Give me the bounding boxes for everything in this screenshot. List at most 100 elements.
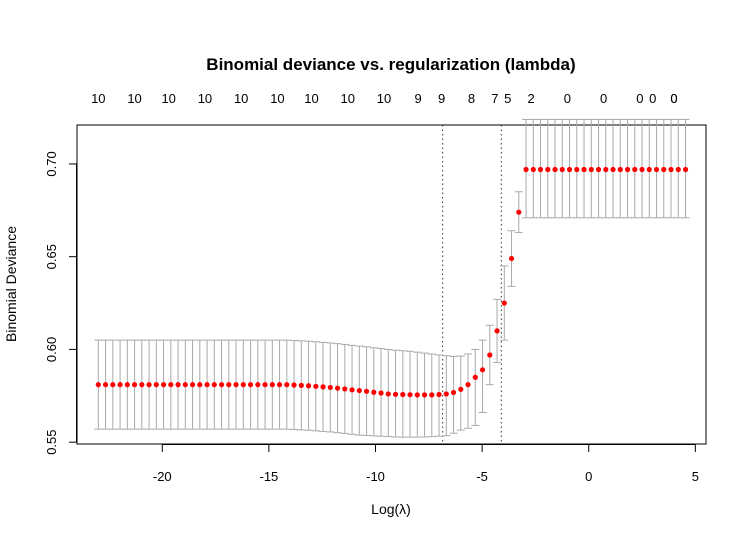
top-axis-label: 10: [377, 91, 391, 106]
top-axis-label: 0: [670, 91, 677, 106]
data-point: [566, 166, 573, 173]
top-axis-label: 10: [91, 91, 105, 106]
data-point: [189, 382, 196, 388]
data-point: [639, 166, 645, 173]
data-point: [305, 383, 312, 389]
x-axis-label: Log(λ): [371, 501, 411, 517]
data-point: [131, 382, 138, 388]
top-axis-label: 10: [161, 91, 175, 106]
data-point: [632, 166, 638, 173]
data-point: [624, 166, 631, 173]
data-point: [610, 166, 616, 173]
top-axis-label: 5: [504, 91, 511, 106]
data-points: [95, 166, 689, 398]
data-point: [276, 382, 283, 388]
data-point: [247, 382, 254, 388]
data-point: [530, 166, 536, 173]
data-point: [603, 166, 609, 173]
y-axis-label: Binomial Deviance: [3, 226, 19, 342]
data-point: [385, 391, 391, 397]
data-point: [392, 391, 399, 397]
data-point: [334, 385, 341, 391]
top-axis-label: 9: [438, 91, 445, 106]
data-point: [436, 391, 442, 398]
data-point: [197, 382, 203, 388]
x-tick-label: -20: [153, 469, 172, 484]
data-point: [588, 166, 594, 173]
data-point: [421, 392, 428, 398]
top-axis-label: 7: [491, 91, 498, 106]
data-point: [102, 382, 109, 388]
plot-frame: [76, 124, 707, 445]
data-point: [479, 367, 486, 373]
data-point: [327, 384, 333, 391]
data-point: [211, 382, 217, 388]
data-point: [240, 382, 246, 388]
x-tick-label: -5: [476, 469, 488, 484]
data-point: [675, 166, 681, 173]
top-axis-label: 10: [198, 91, 212, 106]
data-point: [291, 382, 297, 388]
data-point: [168, 382, 174, 388]
data-point: [320, 384, 326, 390]
data-point: [617, 166, 623, 173]
top-axis-label: 9: [415, 91, 422, 106]
data-point: [342, 386, 348, 392]
y-axis: 0.55 0.60 0.65 0.70: [44, 151, 77, 455]
data-point: [646, 166, 652, 173]
x-tick-label: -10: [366, 469, 385, 484]
data-point: [110, 382, 116, 388]
top-axis-label: 0: [600, 91, 607, 106]
data-point: [653, 166, 660, 173]
data-point: [465, 382, 471, 388]
data-point: [175, 382, 181, 388]
data-point: [349, 387, 355, 393]
data-point: [363, 388, 370, 394]
data-point: [269, 382, 275, 388]
data-point: [537, 166, 544, 173]
top-axis-label: 10: [234, 91, 248, 106]
data-point: [378, 390, 384, 396]
data-point: [508, 255, 515, 262]
data-point: [400, 391, 406, 398]
y-tick-label: 0.70: [44, 151, 59, 176]
data-point: [298, 382, 304, 388]
data-point: [371, 389, 377, 395]
y-tick-label: 0.65: [44, 244, 59, 269]
data-point: [160, 382, 167, 388]
top-axis-label: 10: [127, 91, 141, 106]
data-point: [559, 166, 565, 173]
data-point: [139, 382, 145, 388]
data-point: [153, 382, 159, 388]
data-point: [494, 328, 500, 334]
y-tick-label: 0.55: [44, 429, 59, 454]
data-point: [95, 382, 101, 388]
data-point: [581, 166, 587, 173]
y-tick-label: 0.60: [44, 337, 59, 362]
top-axis-label: 0: [670, 91, 677, 106]
data-point: [595, 166, 602, 173]
chart-title: Binomial deviance vs. regularization (la…: [206, 55, 575, 74]
data-point: [204, 382, 210, 388]
data-point: [284, 382, 290, 388]
data-point: [226, 382, 232, 388]
data-point: [523, 166, 529, 173]
data-point: [233, 382, 239, 388]
x-tick-label: 0: [585, 469, 592, 484]
x-axis: -20 -15 -10 -5 0 5: [153, 444, 699, 484]
data-point: [429, 392, 435, 398]
reference-lines: [442, 125, 502, 444]
data-point: [516, 209, 522, 215]
top-axis-label: 8: [468, 91, 475, 106]
data-point: [262, 382, 268, 388]
top-axis-label: 0: [649, 91, 656, 106]
data-point: [661, 166, 667, 173]
data-point: [472, 374, 478, 380]
top-axis-label: 10: [270, 91, 284, 106]
data-point: [407, 392, 413, 398]
data-point: [255, 382, 261, 388]
top-axis-label: 2: [528, 91, 535, 106]
top-axis-label: 0: [636, 91, 643, 106]
data-point: [501, 300, 507, 306]
